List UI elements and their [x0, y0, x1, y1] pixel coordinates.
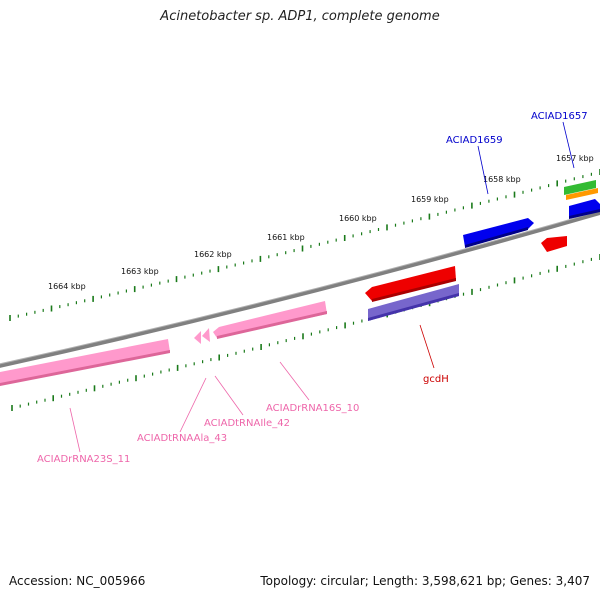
feature-rna16s[interactable] — [213, 301, 327, 339]
accession-text: Accession: NC_005966 — [9, 574, 146, 588]
leader-trna-ile — [214, 375, 244, 416]
label-aciad1657[interactable]: ACIAD1657 — [531, 111, 588, 122]
genome-backbone — [0, 210, 600, 368]
tick-label-1661: 1661 kbp — [267, 233, 305, 242]
inner-tick-track — [11, 254, 600, 411]
tick-label-1664: 1664 kbp — [48, 282, 86, 291]
tick-label-1663: 1663 kbp — [121, 267, 159, 276]
feature-small-red[interactable] — [541, 236, 567, 252]
feature-aciad1659[interactable] — [463, 218, 534, 248]
label-aciad1659[interactable]: ACIAD1659 — [446, 135, 503, 146]
feature-rna23s[interactable] — [0, 339, 170, 386]
tick-label-1657: 1657 kbp — [556, 154, 594, 163]
feature-aciad1657[interactable] — [569, 199, 600, 219]
feature-green[interactable] — [564, 180, 596, 195]
genome-summary-text: Topology: circular; Length: 3,598,621 bp… — [260, 574, 590, 588]
feature-purple[interactable] — [368, 284, 459, 321]
feature-trna-ile[interactable] — [202, 328, 210, 342]
leader-gcdh — [419, 324, 435, 369]
feature-gcdh[interactable] — [365, 266, 456, 302]
leader-rna23s — [69, 407, 81, 453]
leader-aciad1659 — [477, 145, 489, 195]
label-rna16s[interactable]: ACIADrRNA16S_10 — [266, 403, 359, 414]
leader-rna16s — [279, 361, 310, 401]
tick-label-1662: 1662 kbp — [194, 250, 232, 259]
feature-trna-ala[interactable] — [194, 331, 201, 344]
label-rna23s[interactable]: ACIADrRNA23S_11 — [37, 454, 130, 465]
label-trna-ile[interactable]: ACIADtRNAIle_42 — [204, 418, 290, 429]
outer-tick-track — [9, 169, 600, 321]
leader-aciad1657 — [562, 121, 575, 169]
map-title: Acinetobacter sp. ADP1, complete genome — [160, 9, 440, 24]
tick-label-1658: 1658 kbp — [483, 175, 521, 184]
label-trna-ala[interactable]: ACIADtRNAAla_43 — [137, 433, 227, 444]
leader-trna-ala — [179, 377, 207, 433]
feature-orange[interactable] — [566, 188, 598, 200]
genome-backbone-highlight — [0, 210, 600, 365]
label-gcdh[interactable]: gcdH — [423, 374, 449, 385]
tick-label-1659: 1659 kbp — [411, 195, 449, 204]
tick-label-1660: 1660 kbp — [339, 214, 377, 223]
